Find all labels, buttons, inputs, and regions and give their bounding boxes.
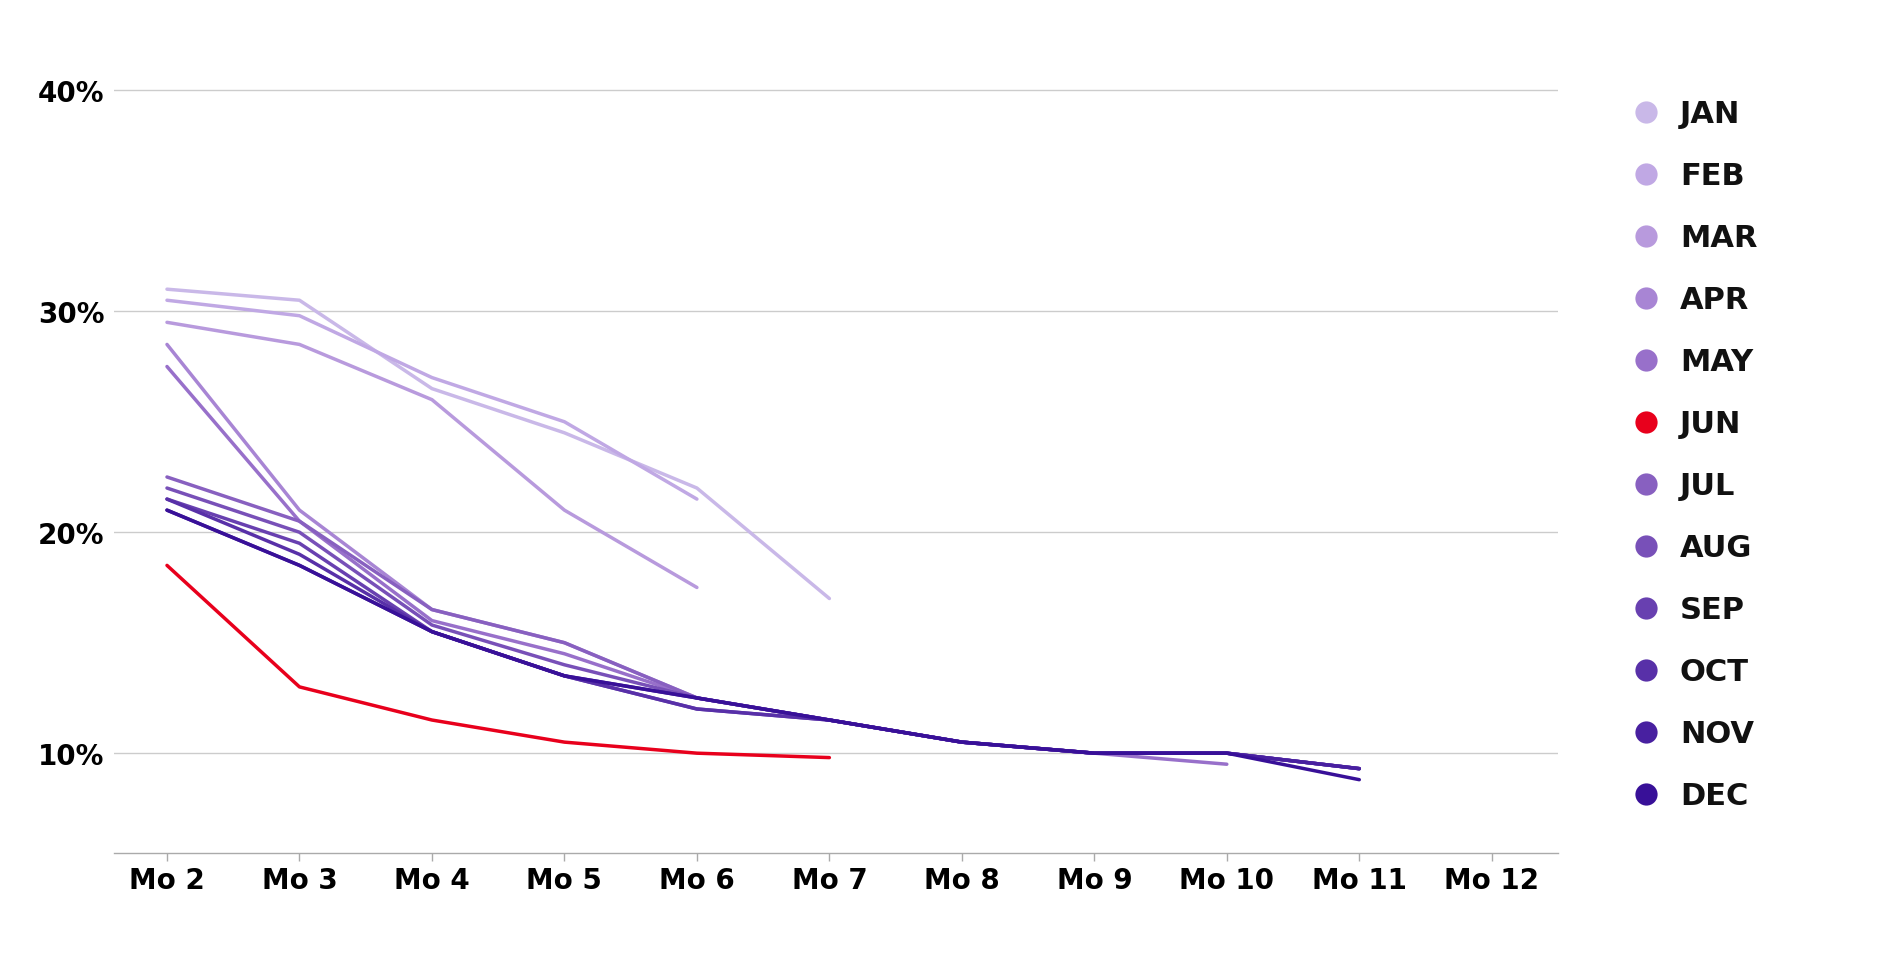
Legend: JAN, FEB, MAR, APR, MAY, JUN, JUL, AUG, SEP, OCT, NOV, DEC: JAN, FEB, MAR, APR, MAY, JUN, JUL, AUG, … xyxy=(1630,101,1758,810)
